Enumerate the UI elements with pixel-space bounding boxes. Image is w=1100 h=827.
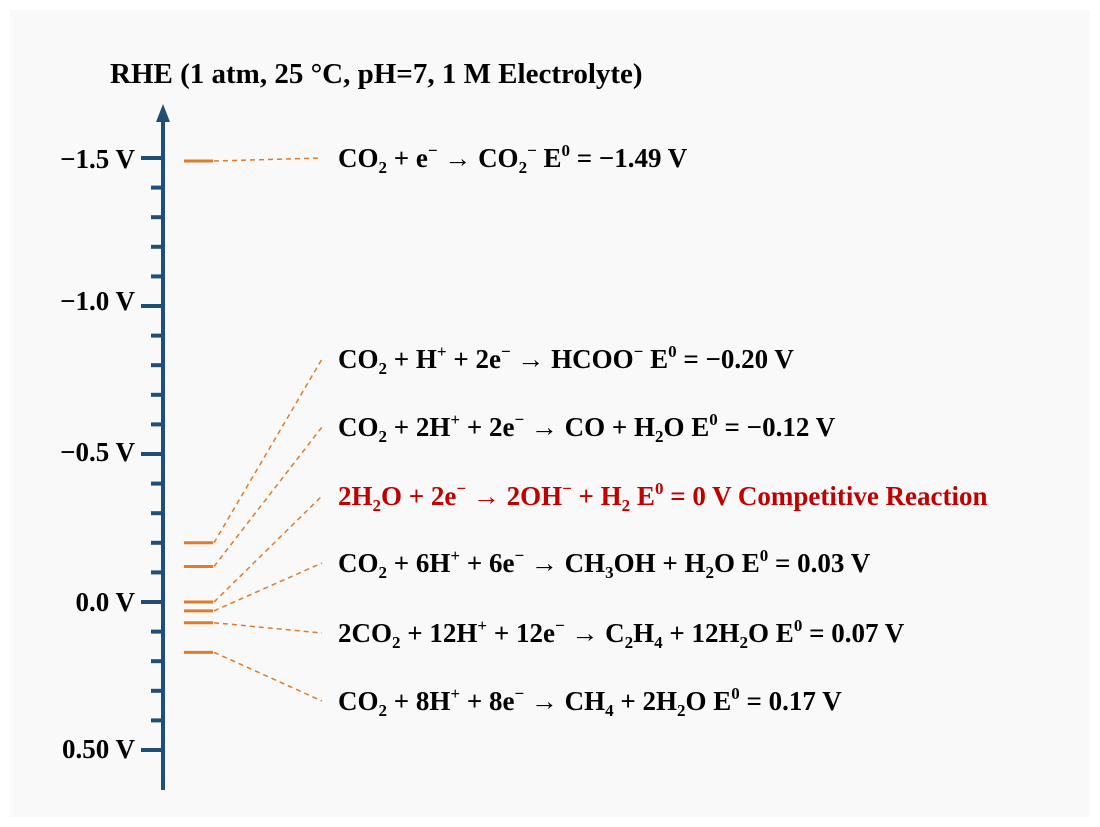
- level-connector-line: [213, 621, 323, 634]
- reaction-co2-radical: CO2 + e− → CO2− E0 = −1.49 V: [338, 141, 688, 177]
- reaction-her-competitive: 2H2O + 2e− → 2OH− + H2 E0 = 0 V Competit…: [338, 479, 988, 515]
- axis-label-0-50: 0.50 V: [61, 734, 135, 764]
- axis-label-minus-1-5: −1.5 V: [60, 144, 135, 174]
- level-connector-line: [213, 358, 323, 544]
- reaction-co: CO2 + 2H+ + 2e− → CO + H2O E0 = −0.12 V: [338, 410, 836, 446]
- reaction-formate: CO2 + H+ + 2e− → HCOO− E0 = −0.20 V: [338, 342, 794, 378]
- axis-label-minus-1-0: −1.0 V: [60, 286, 135, 316]
- diagram-title: RHE (1 atm, 25 °C, pH=7, 1 M Electrolyte…: [110, 58, 643, 90]
- axis-arrowhead: [156, 104, 170, 122]
- reaction-methanol: CO2 + 6H+ + 6e− → CH3OH + H2O E0 = 0.03 …: [338, 546, 871, 582]
- level-connector-line: [213, 495, 323, 603]
- level-connector-line: [213, 651, 323, 702]
- axis-label-0-0: 0.0 V: [75, 587, 135, 617]
- level-connector-line: [213, 426, 323, 567]
- axis-label-minus-0-5: −0.5 V: [60, 437, 135, 467]
- reaction-methane: CO2 + 8H+ + 8e− → CH4 + 2H2O E0 = 0.17 V: [338, 684, 842, 720]
- level-connector-line: [213, 157, 323, 162]
- level-connector-line: [213, 562, 323, 612]
- reaction-ethylene: 2CO2 + 12H+ + 12e− → C2H4 + 12H2O E0 = 0…: [338, 616, 905, 652]
- diagram-panel: [10, 10, 1090, 817]
